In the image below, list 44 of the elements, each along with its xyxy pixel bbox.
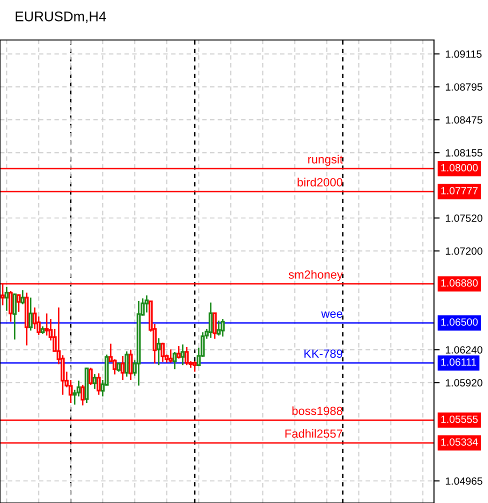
y-tick-label: 1.08795 bbox=[446, 83, 482, 91]
ref-line-label: rungsit bbox=[308, 154, 343, 166]
y-tick-label: 1.07200 bbox=[446, 247, 482, 255]
text: 1.05555 bbox=[441, 416, 478, 423]
candlestick bbox=[16, 294, 21, 313]
text: 1.08000 bbox=[441, 164, 478, 172]
candlestick bbox=[208, 302, 213, 339]
ref-line-label: sm2honey bbox=[288, 270, 343, 282]
candlestick bbox=[44, 312, 49, 336]
text: 1.05334 bbox=[441, 438, 478, 446]
text: 1.07777 bbox=[441, 186, 478, 194]
candlestick bbox=[4, 286, 9, 312]
ref-line-label: bird2000 bbox=[298, 178, 342, 186]
text: 1.06111 bbox=[441, 358, 476, 366]
ref-line-label: KK-789 bbox=[304, 349, 342, 358]
y-tick-label: 1.06240 bbox=[446, 346, 482, 354]
y-tick-label: 1.09115 bbox=[446, 50, 482, 58]
candlestick bbox=[120, 355, 125, 381]
ref-line-label: boss1988 bbox=[292, 406, 342, 416]
y-tick-label: 1.05920 bbox=[446, 379, 482, 386]
candlestick bbox=[168, 348, 173, 364]
ref-line-label: wee bbox=[321, 311, 342, 318]
candlestick bbox=[124, 350, 129, 378]
candlestick bbox=[8, 290, 13, 322]
candlestick bbox=[172, 351, 177, 370]
candlestick bbox=[184, 346, 189, 366]
candlestick bbox=[12, 292, 17, 340]
candlestick bbox=[28, 296, 33, 332]
candlestick bbox=[180, 344, 185, 366]
candlestick bbox=[212, 312, 217, 340]
candlestick bbox=[176, 345, 181, 360]
y-tick-label: 1.04965 bbox=[446, 477, 482, 485]
y-tick-label: 1.08475 bbox=[446, 116, 482, 124]
candlestick bbox=[112, 358, 117, 376]
ref-line-label: Fadhil2557 bbox=[285, 429, 342, 438]
chart-title: EURUSDm,H4 bbox=[16, 12, 106, 23]
y-tick-label: 1.08155 bbox=[446, 149, 482, 157]
candlestick bbox=[220, 318, 225, 338]
candlestick bbox=[96, 372, 101, 396]
text: 1.06880 bbox=[441, 279, 478, 287]
y-tick-label: 1.07520 bbox=[446, 214, 482, 222]
candlestick bbox=[128, 349, 133, 381]
text: 1.06500 bbox=[441, 318, 478, 326]
candlestick bbox=[160, 342, 165, 363]
